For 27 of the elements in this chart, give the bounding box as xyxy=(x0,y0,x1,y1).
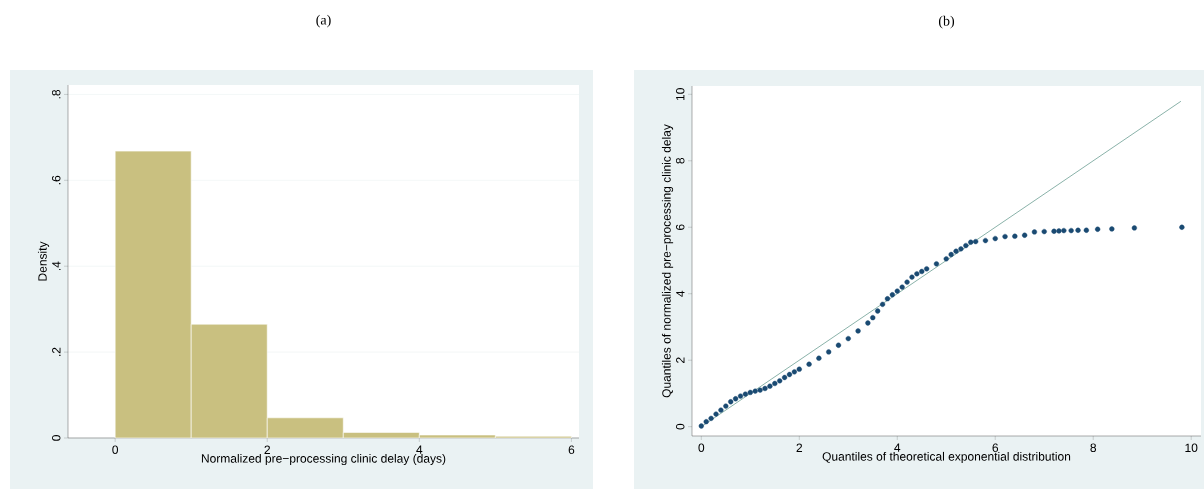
x-tick-label: 2 xyxy=(264,445,270,454)
chart-title: (a) xyxy=(316,14,331,28)
y-tick-label: 6 xyxy=(675,224,685,230)
y-tick-label: .4 xyxy=(52,261,61,271)
y-axis-title: Density xyxy=(37,241,50,281)
y-tick-label: .8 xyxy=(51,89,61,99)
y-tick-label: .2 xyxy=(52,347,61,356)
x-tick-label: 10 xyxy=(1185,443,1198,453)
y-tick-label: 2 xyxy=(676,357,685,363)
y-tick-label: 10 xyxy=(675,88,685,101)
x-tick-label: 6 xyxy=(568,445,575,455)
y-tick-label: 8 xyxy=(675,157,685,164)
y-tick-label: 0 xyxy=(51,435,61,441)
x-tick-label: 6 xyxy=(992,443,999,453)
y-tick-label: 4 xyxy=(676,290,685,297)
x-axis-title: Normalized pre−processing clinic delay (days) xyxy=(201,453,446,466)
x-axis-title: Quantiles of theoretical exponential distribution xyxy=(822,451,1071,464)
y-tick-label: 0 xyxy=(675,423,685,430)
y-tick-label: .6 xyxy=(51,175,61,185)
x-tick-label: 8 xyxy=(1090,443,1097,453)
x-tick-label: 4 xyxy=(416,445,423,454)
x-tick-label: 0 xyxy=(698,443,705,453)
x-tick-label: 4 xyxy=(894,443,901,452)
x-tick-label: 0 xyxy=(112,445,119,455)
y-axis-title: Quantiles of normalized pre−processing clinic delay xyxy=(661,124,674,398)
chart-title: (b) xyxy=(938,15,955,29)
x-tick-label: 2 xyxy=(796,443,803,452)
